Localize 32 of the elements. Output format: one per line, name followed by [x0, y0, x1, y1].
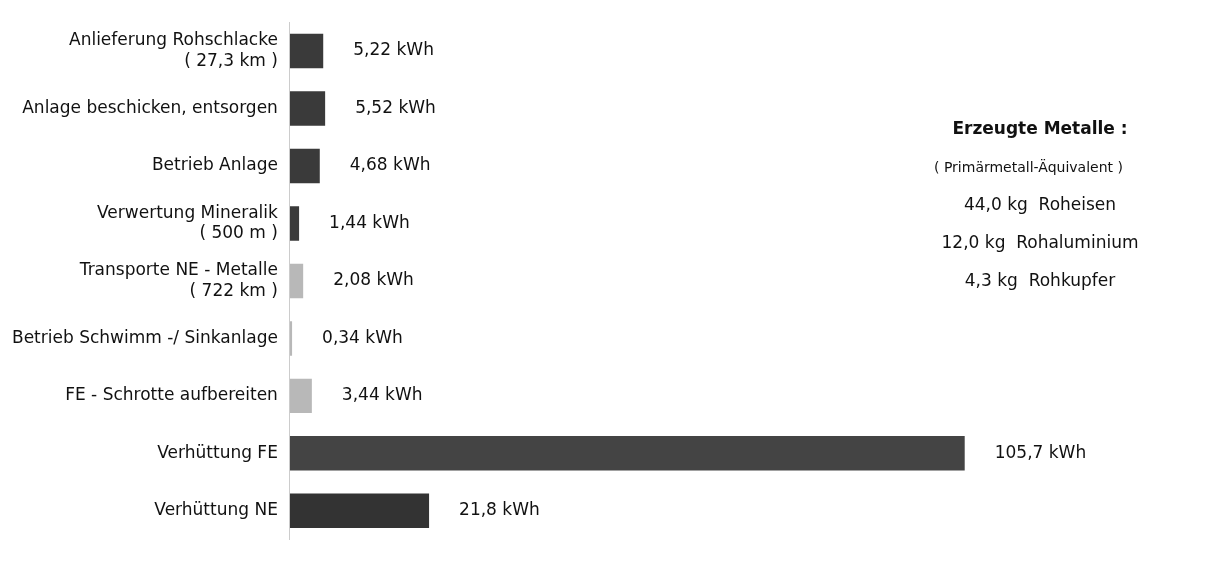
annotation: Erzeugte Metalle : [952, 118, 1128, 139]
y-tick-label: Anlieferung Rohschlacke ( 27,3 km ) [69, 29, 278, 70]
bar [289, 263, 304, 299]
y-tick-label: Anlage beschicken, entsorgen [22, 96, 278, 117]
data-label: 4,68 kWh [349, 154, 431, 175]
data-label: 3,44 kWh [341, 384, 423, 405]
text: 4,3 kg Rohkupfer [964, 270, 1116, 291]
data-label: 2,08 kWh [333, 269, 414, 290]
bar [289, 378, 312, 414]
data-label: 5,22 kWh [353, 39, 434, 60]
bar [289, 33, 324, 69]
bar [289, 493, 430, 529]
y-tick-label: Verwertung Mineralik ( 500 m ) [97, 201, 279, 243]
bar [289, 91, 326, 126]
data-label: 5,52 kWh [355, 96, 436, 117]
data-label: 1,44 kWh [329, 211, 410, 232]
y-tick-label: Betrieb Schwimm -/ Sinkanlage [11, 326, 278, 347]
annotation: 12,0 kg Rohaluminium [941, 232, 1139, 253]
bar [289, 148, 320, 184]
annotation: ( Primärmetall-Äquivalent ) [934, 157, 1123, 175]
bar [289, 436, 965, 471]
bar [289, 206, 300, 241]
annotation: 44,0 kg Roheisen [963, 194, 1117, 215]
bar [289, 321, 293, 356]
y-tick-label: Betrieb Anlage [151, 154, 278, 175]
data-label: 105,7 kWh [994, 441, 1087, 462]
y-tick-label: FE - Schrotte aufbereiten [65, 384, 278, 405]
y-tick-label: Verhüttung FE [157, 441, 278, 462]
data-label: 0,34 kWh [322, 326, 403, 347]
y-tick-label: Verhüttung NE [154, 499, 278, 520]
y-tick-label: Transporte NE - Metalle ( 722 km ) [78, 259, 278, 300]
data-label: 21,8 kWh [459, 499, 540, 520]
